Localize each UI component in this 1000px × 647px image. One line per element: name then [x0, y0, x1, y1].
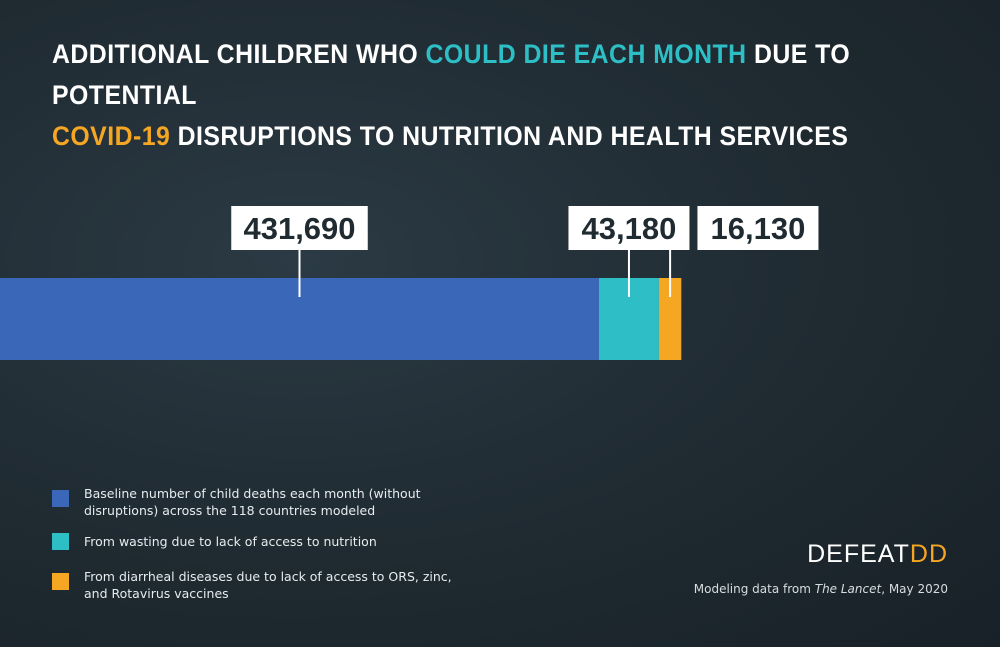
bar-segment-diarrheal	[658, 278, 682, 360]
value-label-wasting: 43,180	[582, 211, 677, 246]
title-highlight-1: COULD DIE EACH MONTH	[425, 39, 747, 69]
value-box-wasting	[568, 206, 690, 250]
value-box-baseline	[231, 206, 368, 250]
legend-item-baseline: Baseline number of child deaths each mon…	[52, 485, 472, 519]
legend-swatch-diarrheal	[52, 573, 69, 590]
legend-item-wasting: From wasting due to lack of access to nu…	[52, 533, 377, 550]
brand-accent: DD	[909, 540, 948, 568]
source-prefix: Modeling data from	[693, 582, 815, 596]
legend-text-diarrheal: From diarrheal diseases due to lack of a…	[84, 569, 452, 601]
source-suffix: , May 2020	[881, 582, 948, 596]
title-part-1: ADDITIONAL CHILDREN WHO	[52, 39, 426, 69]
title-part-3: DISRUPTIONS TO NUTRITION AND HEALTH SERV…	[170, 121, 849, 151]
legend-text-wasting: From wasting due to lack of access to nu…	[84, 534, 377, 549]
chart-title: ADDITIONAL CHILDREN WHO COULD DIE EACH M…	[52, 34, 880, 157]
title-part-2: DUE TO POTENTIAL	[52, 39, 851, 110]
brand-logo: DEFEATDD	[807, 540, 948, 569]
value-box-diarrheal	[697, 206, 819, 250]
legend-swatch-baseline	[52, 490, 69, 507]
legend-item-diarrheal: From diarrheal diseases due to lack of a…	[52, 568, 472, 602]
source-journal: The Lancet	[814, 582, 882, 596]
legend-text-baseline: Baseline number of child deaths each mon…	[84, 486, 421, 518]
legend-swatch-wasting	[52, 533, 69, 550]
value-label-baseline: 431,690	[243, 211, 355, 246]
brand-main: DEFEAT	[807, 540, 910, 568]
source-note: Modeling data from The Lancet, May 2020	[694, 582, 948, 596]
value-label-diarrheal: 16,130	[711, 211, 806, 246]
title-highlight-2: COVID-19	[52, 121, 171, 151]
